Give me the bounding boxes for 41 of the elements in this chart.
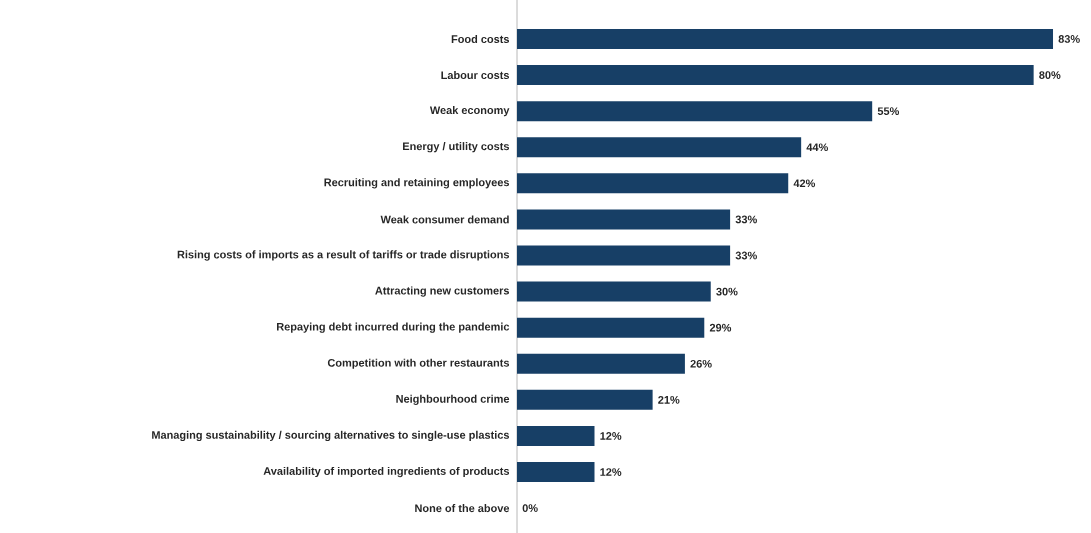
data-label: 44% [806,143,828,152]
bar [517,28,1054,49]
bar [517,462,595,483]
bar [517,317,705,338]
data-label: 29% [709,323,732,332]
data-label: 30% [716,287,738,296]
data-label: 80% [1039,71,1061,79]
bar [517,353,685,374]
data-label: 12% [600,432,622,440]
bar [517,101,873,122]
bar [517,65,1034,86]
y-tick-label: None of the above [415,504,510,513]
data-label: 0% [522,504,538,512]
y-tick-label: Availability of imported ingredients of products [263,466,510,478]
data-label: 12% [600,468,622,476]
y-tick-label: Energy / utility costs [403,142,510,153]
data-label: 42% [793,179,816,188]
bar [517,281,711,302]
y-tick-label: Competition with other restaurants [327,358,510,369]
y-tick-label: Labour costs [441,71,510,80]
y-tick-label: Weak economy [429,106,510,117]
bar [517,137,802,158]
bar [517,245,731,266]
y-tick-label: Recruiting and retaining employees [324,178,510,189]
data-label: 55% [877,107,900,116]
data-label: 26% [690,359,712,368]
bar [517,389,653,410]
y-tick-label: Rising costs of imports as a result of tariffs or trade disruptions [177,250,510,261]
y-tick-label: Weak consumer demand [380,215,509,224]
y-tick-label: Neighbourhood crime [396,394,510,405]
data-label: 33% [735,251,757,260]
y-tick-label: Repaying debt incurred during the pandemic [277,322,510,333]
y-tick-label: Attracting new customers [375,286,510,297]
data-label: 21% [658,395,680,404]
y-tick-label: Food costs [451,34,510,43]
bar [517,425,595,446]
bar [517,209,731,230]
data-label: 83% [1058,35,1080,43]
y-tick-label: Managing sustainability / sourcing alternatives to single-use plastics [152,430,510,442]
bar [517,173,789,194]
data-label: 33% [735,215,757,224]
